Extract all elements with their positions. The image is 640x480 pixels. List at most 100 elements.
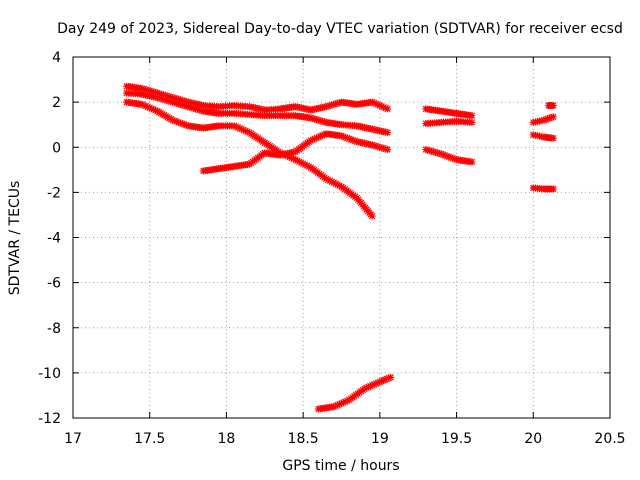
data-point [336,182,344,190]
data-point [364,383,372,391]
data-point [542,115,550,123]
data-point [330,403,338,411]
data-point [437,150,445,158]
x-tick-label: 20.5 [594,431,625,447]
data-point [326,177,334,185]
data-point [341,398,349,406]
data-point [328,178,336,186]
data-point [549,113,557,121]
plot-frame [72,56,611,419]
data-point [324,176,332,184]
data-point [384,146,392,154]
y-tick-label: -8 [47,321,61,337]
data-point [338,132,345,140]
series-track-b [123,89,392,137]
data-point [146,104,154,112]
x-tick-labels: 17 17.5 18 18.5 19 19.5 20 20.5 [64,431,626,447]
x-axis-title: GPS time / hours [282,458,399,474]
data-point [381,376,389,384]
series-track-i [545,102,557,110]
data-point [180,120,188,128]
data-point [307,136,315,144]
series-track-c [123,98,376,220]
data-point [345,135,353,143]
y-tick-label: 2 [52,95,61,111]
x-tick-label: 18.5 [288,431,319,447]
data-point [445,153,453,161]
data-point [242,127,250,135]
y-tick-label: 0 [52,140,61,156]
data-point [370,99,378,107]
series-track-l [529,184,557,193]
data-point [176,119,184,127]
y-tick-label: -2 [47,185,61,201]
data-point [549,102,557,110]
data-point [351,137,359,145]
x-tick-label: 19 [371,431,389,447]
data-point [291,156,299,164]
data-point [468,118,476,126]
data-point [544,115,552,123]
data-point [150,105,158,113]
data-point [349,136,357,144]
data-point [378,377,386,385]
data-point [376,378,384,386]
data-point [382,104,390,112]
x-tick-label: 20 [524,431,542,447]
data-point [347,135,355,143]
data-point [301,161,309,169]
data-point [468,112,476,120]
data-marks [123,82,557,413]
data-point [540,116,548,124]
data-point [549,134,557,142]
series-track-j [529,113,557,126]
data-point [339,398,347,406]
data-point [336,400,344,408]
data-point [244,128,252,136]
data-point [372,380,380,388]
data-point [343,134,351,142]
data-point [383,375,391,383]
data-point [343,397,351,405]
data-point [309,136,317,144]
series-track-a [123,82,392,114]
data-point [332,180,340,188]
data-point [295,158,303,166]
data-point [468,158,476,166]
data-point [368,98,376,106]
x-tick-label: 17.5 [134,431,165,447]
y-tick-labels: -12 -10 -8 -6 -4 -2 0 2 4 [38,50,61,427]
data-point [182,121,190,129]
series-track-f [422,105,476,120]
data-point [451,155,459,163]
data-point [286,153,294,161]
data-point [313,134,321,142]
data-point [368,381,376,389]
x-tick-label: 17 [64,431,82,447]
data-point [299,160,307,168]
data-point [178,120,186,128]
series-track-h [422,146,476,166]
data-point [378,102,386,110]
y-tick-label: -10 [38,366,61,382]
data-point [380,103,388,111]
data-point [549,185,557,193]
data-point [372,100,380,108]
data-point [232,123,240,131]
data-point [332,402,340,410]
data-point [236,124,244,132]
data-point [322,175,330,183]
data-point [311,135,319,143]
data-point [387,373,395,381]
data-point [546,114,554,122]
data-point [238,125,246,133]
data-point [173,118,181,126]
data-point [385,374,393,382]
data-point [140,101,148,109]
data-point [547,113,555,121]
y-tick-label: -4 [47,231,61,247]
data-point [142,102,150,110]
data-point [334,181,342,189]
